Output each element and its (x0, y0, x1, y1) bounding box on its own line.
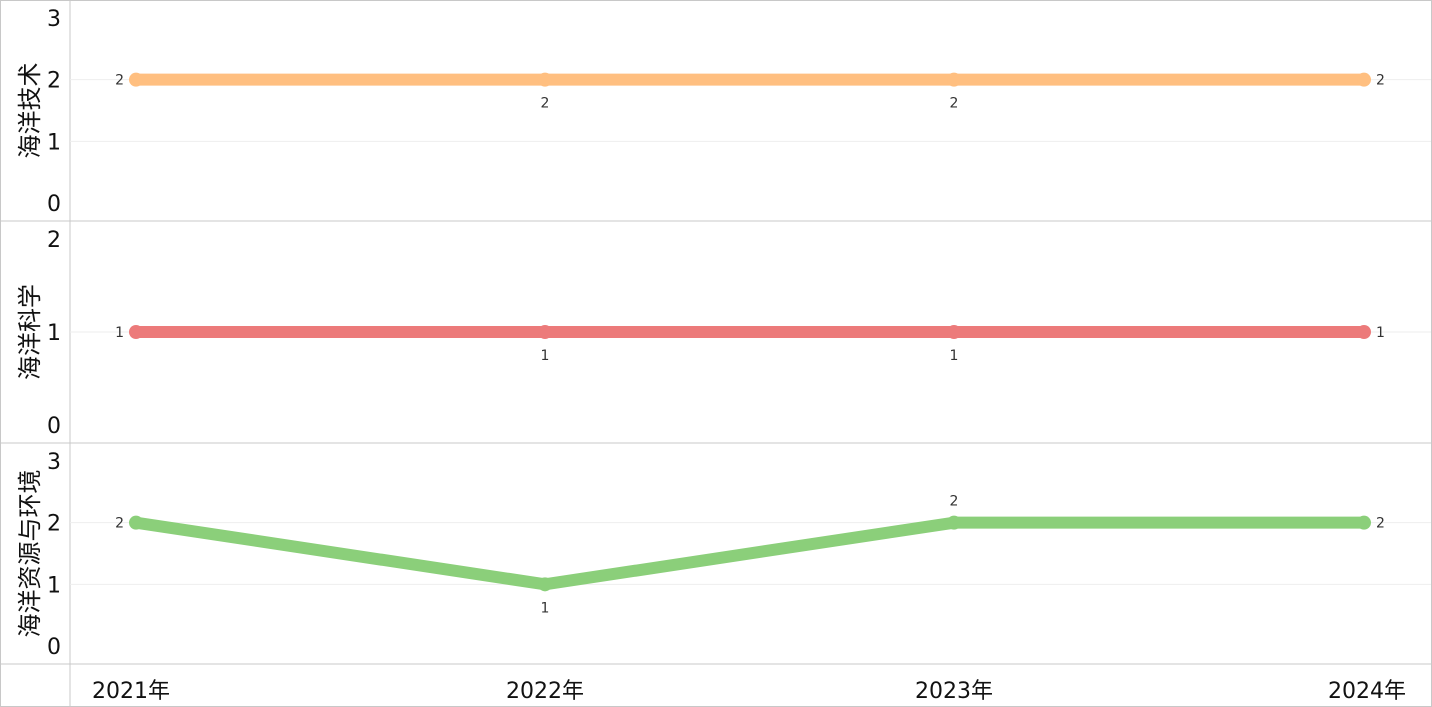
y-tick-label: 2 (47, 512, 61, 537)
data-point (129, 515, 143, 530)
x-tick-label: 2022年 (506, 679, 584, 704)
y-tick-label: 3 (47, 7, 61, 32)
row-label: 海洋技术 (16, 63, 44, 159)
y-tick-label: 1 (47, 130, 61, 155)
series-line (130, 516, 1370, 591)
data-label: 2 (950, 96, 959, 112)
data-label: 1 (541, 600, 550, 616)
data-label: 2 (950, 494, 959, 510)
y-tick-label: 3 (47, 450, 61, 475)
y-tick-label: 0 (47, 192, 61, 217)
x-tick-label: 2024年 (1328, 679, 1406, 704)
data-label: 2 (1376, 73, 1385, 89)
row-label: 海洋资源与环境 (16, 470, 44, 638)
y-tick-label: 2 (47, 69, 61, 94)
data-label: 1 (1376, 325, 1385, 341)
data-point (1357, 72, 1371, 87)
data-point (947, 72, 961, 87)
data-label: 1 (950, 348, 959, 364)
data-point (947, 515, 961, 530)
y-tick-label: 1 (47, 321, 61, 346)
row-label: 海洋科学 (16, 284, 44, 380)
y-tick-label: 1 (47, 573, 61, 598)
data-point (1357, 515, 1371, 530)
data-label: 1 (115, 325, 124, 341)
x-tick-label: 2023年 (915, 679, 993, 704)
data-label: 2 (115, 73, 124, 89)
y-tick-label: 0 (47, 414, 61, 439)
data-label: 2 (115, 516, 124, 532)
data-point (129, 72, 143, 87)
x-tick-label: 2021年 (92, 679, 170, 704)
data-point (1357, 325, 1371, 339)
y-tick-label: 2 (47, 228, 61, 253)
data-point (947, 325, 961, 339)
y-tick-label: 0 (47, 635, 61, 660)
data-point (538, 325, 552, 339)
data-label: 1 (541, 348, 550, 364)
data-point (538, 72, 552, 87)
data-label: 2 (541, 96, 550, 112)
data-label: 2 (1376, 516, 1385, 532)
data-point (129, 325, 143, 339)
data-point (538, 577, 552, 592)
